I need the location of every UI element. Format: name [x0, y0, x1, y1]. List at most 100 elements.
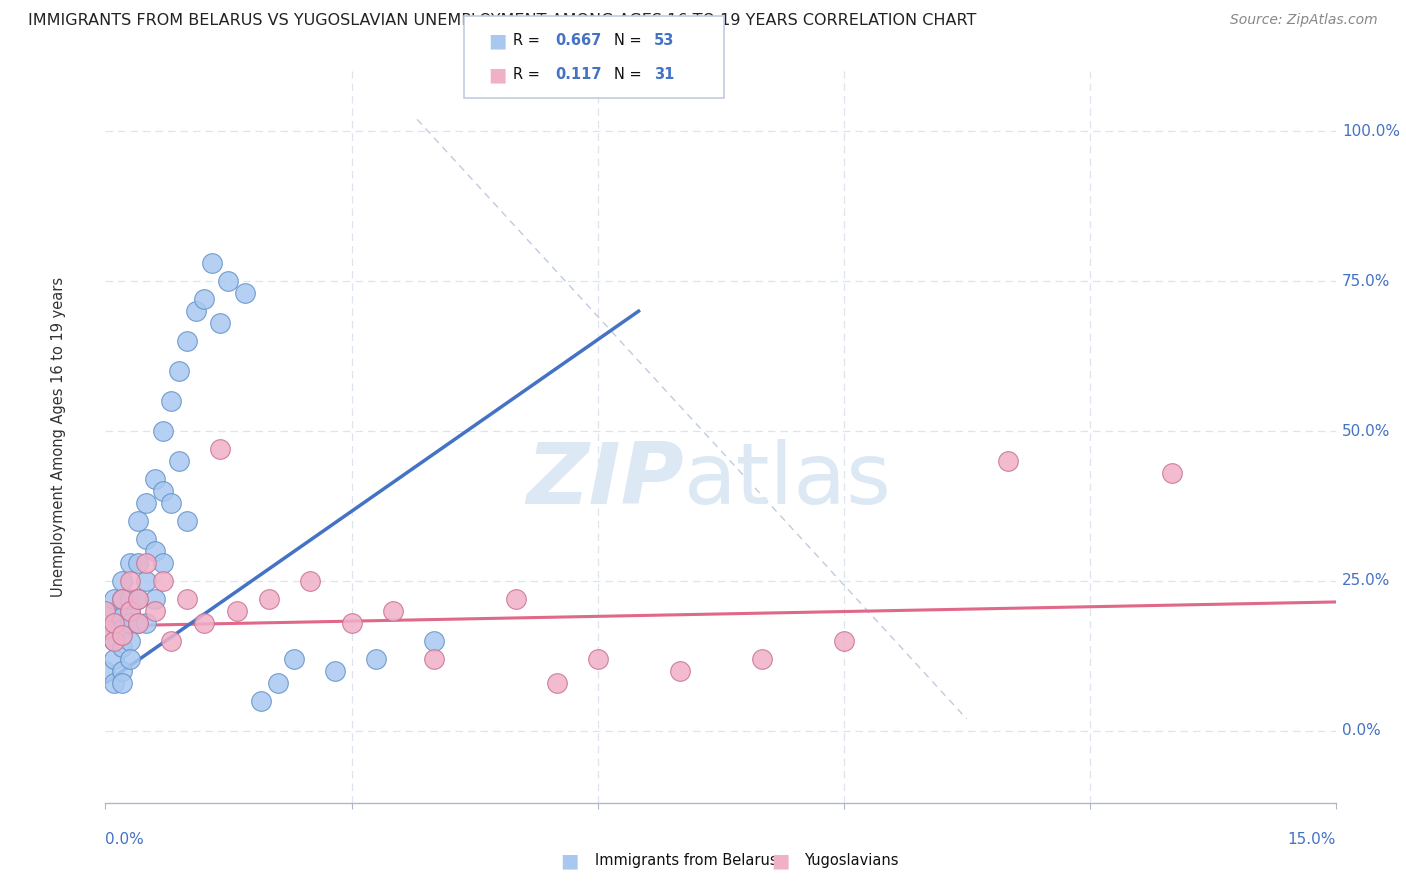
Point: [135, 615, 157, 630]
Text: ■: ■: [488, 31, 506, 51]
Point: [120, 604, 141, 618]
Point: [111, 664, 134, 678]
Text: IMMIGRANTS FROM BELARUS VS YUGOSLAVIAN UNEMPLOYMENT AMONG AGES 16 TO 19 YEARS CO: IMMIGRANTS FROM BELARUS VS YUGOSLAVIAN U…: [28, 13, 977, 29]
Point: [169, 454, 191, 468]
Point: [135, 574, 157, 588]
Text: Immigrants from Belarus: Immigrants from Belarus: [595, 854, 778, 868]
Point: [127, 591, 149, 606]
Point: [103, 652, 125, 666]
Point: [233, 286, 256, 301]
Point: [323, 664, 346, 678]
Text: 75.0%: 75.0%: [1341, 274, 1391, 289]
Point: [103, 615, 125, 630]
Text: 53: 53: [654, 34, 673, 48]
Point: [143, 472, 166, 486]
Point: [127, 591, 149, 606]
Point: [127, 615, 149, 630]
Point: [111, 574, 134, 588]
Point: [209, 442, 232, 456]
Point: [120, 604, 141, 618]
Point: [135, 556, 157, 570]
Point: [143, 544, 166, 558]
Point: [505, 591, 527, 606]
Point: [103, 676, 125, 690]
Point: [111, 676, 134, 690]
Point: [111, 628, 134, 642]
Point: [103, 634, 125, 648]
Point: [127, 556, 149, 570]
Text: 0.0%: 0.0%: [1341, 723, 1381, 739]
Point: [209, 316, 232, 330]
Text: ■: ■: [488, 65, 506, 84]
Point: [283, 652, 305, 666]
Text: Unemployment Among Ages 16 to 19 years: Unemployment Among Ages 16 to 19 years: [51, 277, 66, 597]
Point: [152, 574, 174, 588]
Point: [586, 652, 609, 666]
Point: [169, 364, 191, 378]
Point: [143, 591, 166, 606]
Text: 25.0%: 25.0%: [1341, 574, 1391, 589]
Point: [751, 652, 773, 666]
Point: [381, 604, 404, 618]
Text: N =: N =: [614, 34, 647, 48]
Text: ■: ■: [770, 851, 790, 871]
Text: 0.0%: 0.0%: [105, 832, 145, 847]
Point: [120, 615, 141, 630]
Point: [250, 694, 273, 708]
Text: 50.0%: 50.0%: [1341, 424, 1391, 439]
Point: [127, 514, 149, 528]
Point: [267, 676, 290, 690]
Point: [1160, 466, 1182, 480]
Point: [176, 514, 198, 528]
Point: [103, 615, 125, 630]
Text: 31: 31: [654, 67, 673, 82]
Point: [127, 615, 149, 630]
Text: 15.0%: 15.0%: [1288, 832, 1336, 847]
Point: [111, 591, 134, 606]
Point: [184, 304, 207, 318]
Point: [422, 634, 444, 648]
Point: [94, 622, 117, 636]
Point: [135, 496, 157, 510]
Point: [176, 591, 198, 606]
Point: [366, 652, 388, 666]
Point: [120, 634, 141, 648]
Point: [111, 610, 134, 624]
Point: [340, 615, 363, 630]
Point: [160, 394, 183, 409]
Point: [111, 622, 134, 636]
Point: [135, 532, 157, 546]
Point: [103, 634, 125, 648]
Point: [152, 424, 174, 438]
Point: [997, 454, 1019, 468]
Point: [94, 622, 117, 636]
Point: [259, 591, 281, 606]
Text: ZIP: ZIP: [526, 440, 683, 523]
Point: [120, 574, 141, 588]
Point: [152, 483, 174, 498]
Text: Yugoslavians: Yugoslavians: [804, 854, 898, 868]
Point: [422, 652, 444, 666]
Text: 100.0%: 100.0%: [1341, 124, 1400, 139]
Point: [160, 496, 183, 510]
Point: [94, 604, 117, 618]
Text: atlas: atlas: [683, 440, 891, 523]
Point: [160, 634, 183, 648]
Text: Source: ZipAtlas.com: Source: ZipAtlas.com: [1230, 13, 1378, 28]
Point: [225, 604, 247, 618]
Point: [193, 615, 215, 630]
Text: 0.667: 0.667: [555, 34, 602, 48]
Point: [103, 604, 125, 618]
Point: [120, 652, 141, 666]
Text: R =: R =: [513, 34, 544, 48]
Point: [668, 664, 690, 678]
Text: ■: ■: [560, 851, 579, 871]
Text: 0.117: 0.117: [555, 67, 602, 82]
Point: [546, 676, 568, 690]
Text: N =: N =: [614, 67, 647, 82]
Text: R =: R =: [513, 67, 550, 82]
Point: [103, 591, 125, 606]
Point: [218, 274, 240, 288]
Point: [120, 591, 141, 606]
Point: [201, 256, 224, 270]
